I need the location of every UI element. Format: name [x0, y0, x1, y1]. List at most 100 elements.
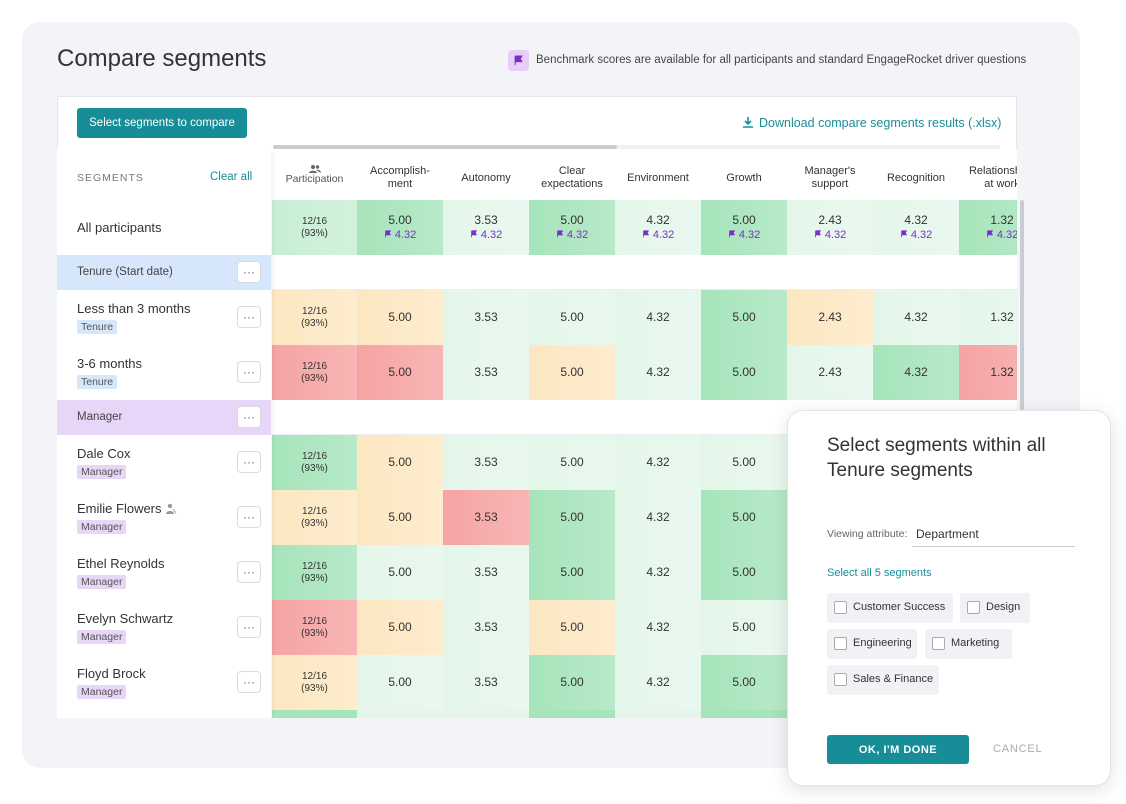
participation-text: 12/16 — [301, 670, 328, 682]
participation-text: (93%) — [301, 627, 328, 639]
download-link[interactable]: Download compare segments results (.xlsx… — [759, 116, 1002, 130]
heat-cell — [615, 710, 701, 718]
score-value: 5.00 — [388, 620, 412, 634]
attribute-input[interactable]: Department — [912, 523, 1075, 547]
heat-cell — [615, 545, 701, 600]
score: 5.00 — [701, 600, 787, 655]
score: 3.53 — [443, 490, 529, 545]
score-value: 2.43 — [818, 212, 842, 227]
ok-button[interactable]: OK, I'M DONE — [827, 735, 969, 764]
participation-text: (93%) — [301, 572, 328, 584]
more-button[interactable]: ··· — [237, 306, 261, 328]
heat-cell — [272, 600, 357, 655]
heat-cell — [615, 600, 701, 655]
heat-cell — [701, 435, 787, 490]
score: 3.53 — [443, 290, 529, 345]
participation-text: (93%) — [301, 462, 328, 474]
score-value: 5.00 — [560, 455, 584, 469]
participation-label: Participation — [285, 173, 344, 185]
heat-cell — [357, 600, 443, 655]
score: 3.53 4.32 — [443, 200, 529, 255]
clear-all[interactable]: Clear all — [210, 171, 253, 183]
score-value: 4.32 — [646, 675, 670, 689]
column-header: Relationships at work — [968, 165, 1017, 190]
page-title: Compare segments — [57, 45, 267, 72]
heat-cell — [443, 600, 529, 655]
participation: 12/16 (93%) — [272, 345, 357, 400]
score: 4.32 — [615, 655, 701, 710]
score-value: 4.32 — [646, 365, 670, 379]
score-value: 5.00 — [388, 455, 412, 469]
score: 5.00 — [357, 435, 443, 490]
column-header: Accomplish- ment — [370, 165, 430, 190]
more-button[interactable]: ··· — [237, 406, 261, 428]
heat-cell — [529, 435, 615, 490]
option-chip[interactable]: Design — [960, 593, 1030, 623]
more-button[interactable]: ··· — [237, 451, 261, 473]
benchmark: 4.32 — [986, 228, 1017, 243]
more-button[interactable]: ··· — [237, 671, 261, 693]
download-icon — [743, 117, 753, 128]
option-label: Design — [986, 601, 1021, 613]
score-value: 3.53 — [474, 510, 498, 524]
score: 3.53 — [443, 435, 529, 490]
segment-name: Ethel Reynolds — [77, 556, 165, 571]
benchmark: 4.32 — [556, 228, 588, 243]
heat-cell — [701, 290, 787, 345]
score-value: 3.53 — [474, 620, 498, 634]
score-value: 5.00 — [388, 510, 412, 524]
more-button[interactable]: ··· — [237, 616, 261, 638]
participation-text: (93%) — [301, 517, 328, 529]
option-chip[interactable]: Customer Success — [827, 593, 953, 623]
score-value: 4.32 — [904, 365, 928, 379]
score-value: 4.32 — [646, 620, 670, 634]
more-button[interactable]: ··· — [237, 561, 261, 583]
heat-cell — [272, 655, 357, 710]
participation: 12/16 (93%) — [272, 490, 357, 545]
score-value: 5.00 — [388, 310, 412, 324]
heat-cell — [357, 710, 443, 718]
popup-title: Select segments within all Tenure segmen… — [827, 435, 1046, 481]
option-label: Engineering — [853, 637, 912, 649]
heat-cell — [272, 200, 357, 255]
score: 4.32 4.32 — [615, 200, 701, 255]
score: 5.00 — [357, 600, 443, 655]
score-value: 3.53 — [474, 455, 498, 469]
cancel-button[interactable]: CANCEL — [993, 743, 1043, 755]
more-button[interactable]: ··· — [237, 261, 261, 283]
select-all[interactable]: Select all 5 segments — [827, 567, 932, 579]
score-value: 4.32 — [646, 455, 670, 469]
score-value: 5.00 — [732, 620, 756, 634]
benchmark: 4.32 — [470, 228, 502, 243]
score: 5.00 — [529, 490, 615, 545]
score-value: 5.00 — [732, 310, 756, 324]
user-icon — [165, 502, 177, 520]
h-scroll-track — [273, 145, 1000, 149]
heat-cell — [615, 345, 701, 400]
score: 2.43 4.32 — [787, 200, 873, 255]
more-button[interactable]: ··· — [237, 361, 261, 383]
heat-cell — [615, 290, 701, 345]
heat-cell — [357, 290, 443, 345]
score-value: 3.53 — [474, 365, 498, 379]
participation-text: 12/16 — [301, 560, 328, 572]
column-header: Growth — [726, 171, 762, 184]
score: 5.00 — [529, 655, 615, 710]
attribute-label: Viewing attribute: — [827, 528, 908, 540]
score: 3.53 — [443, 655, 529, 710]
score-value: 3.53 — [474, 675, 498, 689]
option-chip[interactable]: Engineering — [827, 629, 917, 659]
heat-cell — [873, 290, 959, 345]
score-value: 5.00 — [732, 675, 756, 689]
column-header: Clear expectations — [541, 165, 603, 190]
checkbox — [834, 673, 847, 686]
more-button[interactable]: ··· — [237, 506, 261, 528]
select-button[interactable]: Select segments to compare — [77, 108, 247, 138]
segment-name: Less than 3 months — [77, 301, 191, 316]
heat-cell — [272, 490, 357, 545]
heat-cell — [873, 200, 959, 255]
heat-cell — [443, 345, 529, 400]
heat-cell — [272, 290, 357, 345]
option-chip[interactable]: Marketing — [925, 629, 1012, 659]
option-chip[interactable]: Sales & Finance — [827, 665, 939, 695]
